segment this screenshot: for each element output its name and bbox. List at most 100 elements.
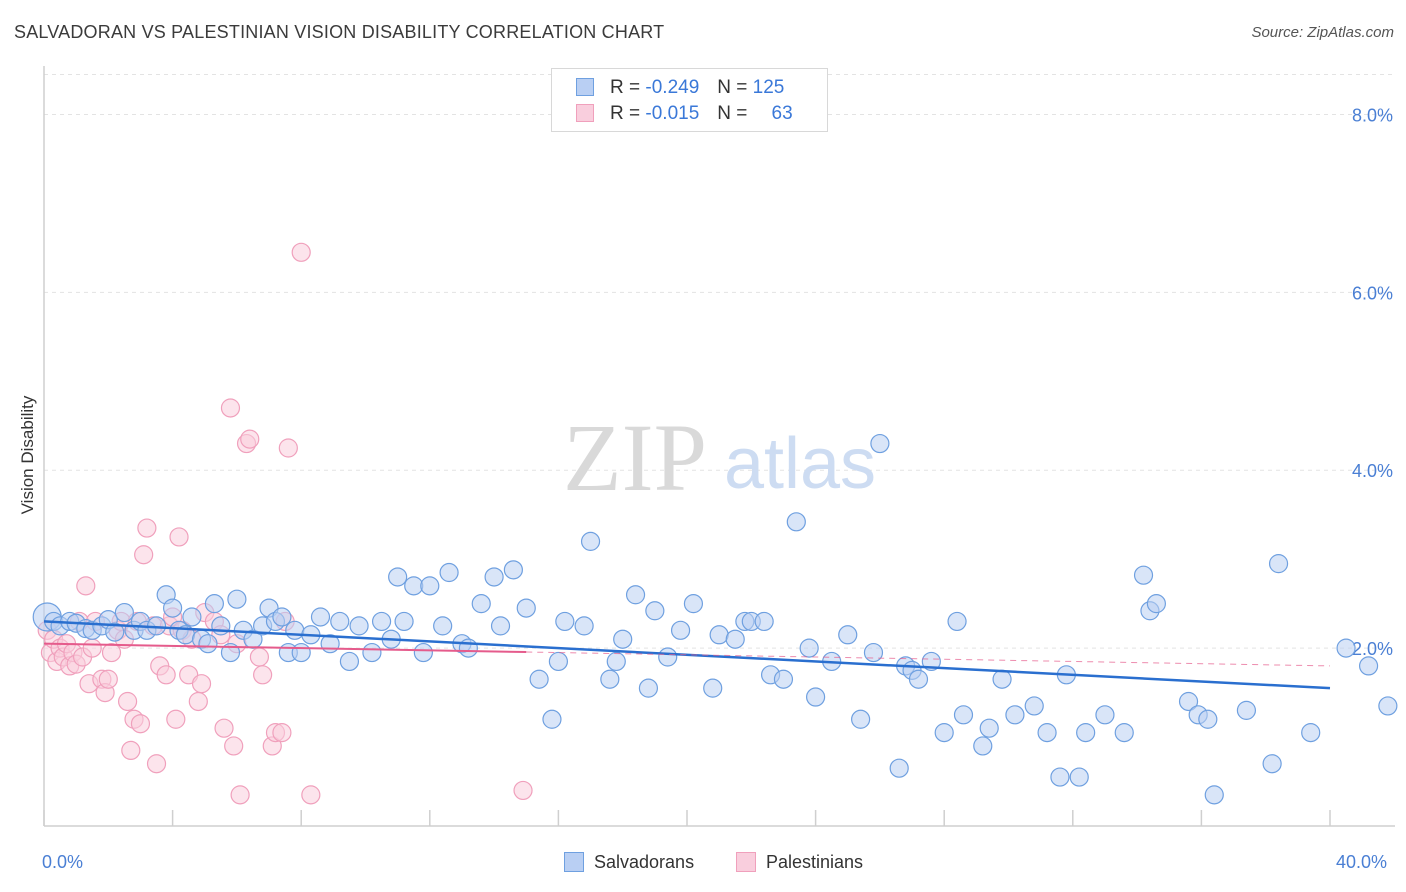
salvadoran-point	[439, 562, 459, 583]
palestinian-point	[137, 518, 157, 538]
salvadoran-point	[889, 758, 909, 778]
salvadoran-point	[754, 611, 774, 632]
legend-n-label: N =	[717, 103, 748, 124]
stats-legend: R = -0.249 N = 125 R = -0.015 N = 63	[551, 68, 828, 132]
salvadoran-point	[339, 651, 360, 672]
salvadoran-point	[786, 512, 806, 532]
palestinian-point	[130, 714, 151, 734]
palestinian-point	[82, 638, 102, 658]
salvadoran-point	[471, 594, 491, 614]
palestinian-point	[278, 438, 298, 458]
salvadoran-point	[805, 687, 826, 707]
salvadoran-point	[1236, 700, 1257, 720]
salvadoran-point	[979, 718, 999, 738]
y-tick-label: 6.0%	[1352, 283, 1393, 303]
salvadoran-point	[330, 611, 350, 632]
legend-item-salvadorans: Salvadorans	[564, 852, 694, 873]
salvadoran-point	[709, 625, 729, 645]
salvadoran-point	[908, 669, 929, 689]
salvadoran-point	[992, 669, 1012, 689]
salvadoran-point	[490, 616, 511, 636]
palestinian-point	[117, 691, 138, 712]
salvadoran-point	[1178, 691, 1199, 712]
salvadoran-point	[600, 669, 620, 689]
salvadoran-point	[625, 585, 646, 605]
salvadoran-point	[773, 669, 794, 689]
salvadoran-point	[1378, 696, 1398, 716]
palestinian-point	[224, 736, 244, 756]
salvadoran-point	[1146, 594, 1166, 614]
legend-n-value: 125	[752, 77, 785, 98]
legend-r-label: R =	[610, 77, 641, 98]
palestinian-point	[291, 242, 311, 262]
salvadoran-point	[703, 678, 723, 698]
salvadoran-point	[1204, 785, 1224, 805]
salvadoran-point	[1050, 767, 1070, 787]
salvadoran-point	[1037, 723, 1057, 743]
y-tick-labels: 2.0% 4.0% 6.0% 8.0%	[1352, 105, 1393, 659]
legend-swatch-blue	[576, 78, 594, 96]
salvadoran-point	[310, 607, 331, 627]
legend-r-label: R =	[610, 103, 641, 124]
palestinian-point	[214, 718, 234, 738]
axes	[43, 66, 1395, 827]
salvadoran-point	[204, 594, 224, 614]
salvadoran-points	[32, 433, 1398, 805]
x-tick-label-max: 40.0%	[1336, 852, 1388, 872]
salvadoran-point	[1069, 767, 1089, 787]
salvadoran-point	[394, 611, 414, 632]
salvadoran-point	[542, 709, 562, 729]
salvadoran-point	[1268, 554, 1289, 574]
palestinian-point	[101, 642, 122, 663]
palestinian-point	[220, 398, 241, 418]
salvadoran-point	[1024, 696, 1044, 716]
salvadoran-point	[272, 607, 292, 627]
salvadoran-point	[433, 616, 453, 636]
watermark-zip: ZIP	[563, 404, 707, 511]
palestinian-points	[37, 242, 533, 805]
salvadoran-point	[838, 625, 858, 645]
palestinian-point	[513, 780, 533, 801]
legend-n-label: N =	[717, 77, 748, 98]
y-tick-label: 8.0%	[1352, 105, 1393, 125]
palestinian-point	[188, 691, 208, 712]
palestinian-trend-line	[43, 642, 527, 654]
salvadoran-point	[645, 601, 665, 621]
salvadoran-point	[1301, 723, 1321, 743]
watermark-atlas: atlas	[724, 424, 876, 504]
palestinian-point	[169, 527, 189, 547]
salvadoran-point	[516, 598, 536, 618]
salvadoran-point	[670, 620, 691, 640]
salvadoran-point	[658, 647, 678, 667]
palestinian-point	[134, 545, 154, 565]
salvadoran-point	[349, 616, 369, 636]
salvadoran-point	[291, 642, 311, 663]
salvadoran-point	[1358, 656, 1379, 676]
salvadoran-point	[285, 620, 305, 640]
salvadoran-point	[371, 611, 392, 632]
salvadoran-point	[973, 736, 993, 756]
salvadoran-point	[613, 629, 633, 649]
gridlines	[44, 73, 1395, 649]
y-tick-label: 2.0%	[1352, 639, 1393, 659]
salvadoran-point	[947, 611, 967, 632]
salvadoran-point	[606, 651, 626, 672]
palestinian-point	[146, 754, 167, 774]
salvadoran-point	[413, 642, 433, 663]
salvadoran-trend-line	[43, 620, 1331, 690]
salvadoran-point	[484, 567, 504, 587]
salvadoran-point	[503, 560, 523, 580]
salvadoran-point	[1076, 723, 1096, 743]
palestinian-point	[121, 740, 141, 761]
palestinian-point	[301, 785, 321, 805]
palestinian-point	[76, 576, 96, 596]
salvadoran-point	[529, 669, 549, 689]
salvadoran-point	[921, 651, 941, 672]
salvadoran-point	[163, 598, 183, 618]
palestinian-point	[191, 674, 212, 694]
legend-row-salvadorans: R = -0.249 N = 125	[576, 77, 784, 99]
salvadoran-point	[799, 638, 819, 658]
legend-r-value: -0.249	[645, 77, 700, 98]
salvadoran-point	[458, 638, 478, 658]
